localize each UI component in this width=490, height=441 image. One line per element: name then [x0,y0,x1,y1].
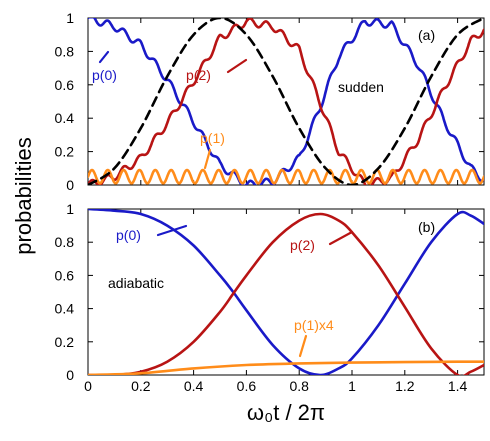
y-tick-label: 1 [66,10,74,26]
y-tick-label: 0.8 [55,43,75,59]
y-tick-label: 0.8 [55,234,75,250]
y-tick-label: 0.2 [55,334,75,350]
panel-a-label: (a) [418,27,435,43]
p-2-curve [88,212,484,375]
y-tick-label: 1 [66,201,74,217]
y-axis-label: probabilities [11,137,36,254]
p-0-curve [88,18,484,185]
p-0-curve [88,209,484,375]
y-tick-label: 0.6 [55,267,75,283]
y-tick-label: 0.4 [55,110,75,126]
panel-b-frame [87,208,485,376]
panel-a-frame [87,17,485,186]
panel-b-leaders [156,224,354,358]
annotation-leader-line [226,58,248,74]
annotation-leader-line [156,224,188,237]
y-tick-label: 0.2 [55,144,75,160]
x-tick-label: 0.2 [131,378,151,394]
panel-a-ticks: 0 0.2 0.4 0.6 0.8 1 [55,10,484,193]
y-tick-label: 0 [66,367,74,383]
panel-a-leaders [98,50,248,170]
p-1-curve [88,168,484,185]
annotation-leader-line [203,148,212,170]
panel-b-label: (b) [418,219,435,235]
x-tick-label: 0 [84,378,92,394]
x-tick-label: 1.4 [448,378,468,394]
panel-a-p0-label: p(0) [92,67,117,83]
x-axis-label: ω₀t / 2π [247,400,325,425]
panel-a-p2-label: p(2) [186,67,211,83]
annotation-leader-line [98,50,110,64]
y-tick-label: 0.6 [55,77,75,93]
panel-b-ticks: 0 0.2 0.4 0.6 0.8 1 1.2 1.4 0 0.2 0.4 0.6 0.8 1 [55,201,484,394]
annotation-leader-line [298,334,308,358]
p-1-x4-curve [88,360,484,375]
panel-b-p2-label: p(2) [290,237,315,253]
x-tick-label: 0.6 [237,378,257,394]
x-tick-label: 1 [348,378,356,394]
annotation-leader-line [328,230,354,246]
x-tick-label: 0.4 [184,378,204,394]
panel-a-curves [88,18,484,185]
panel-b-p0-label: p(0) [116,227,141,243]
panel-b-curves [88,209,484,375]
panel-a-p1-label: p(1) [200,130,225,146]
y-tick-label: 0 [66,177,74,193]
y-tick-label: 0.4 [55,301,75,317]
panel-a-regime-label: sudden [338,79,384,95]
p-2-curve [88,18,484,185]
x-tick-label: 1.2 [395,378,415,394]
x-tick-label: 0.8 [289,378,309,394]
panel-b-p1-label: p(1)x4 [294,317,334,333]
dashed-curve [88,18,484,185]
panel-b-regime-label: adiabatic [108,275,164,291]
